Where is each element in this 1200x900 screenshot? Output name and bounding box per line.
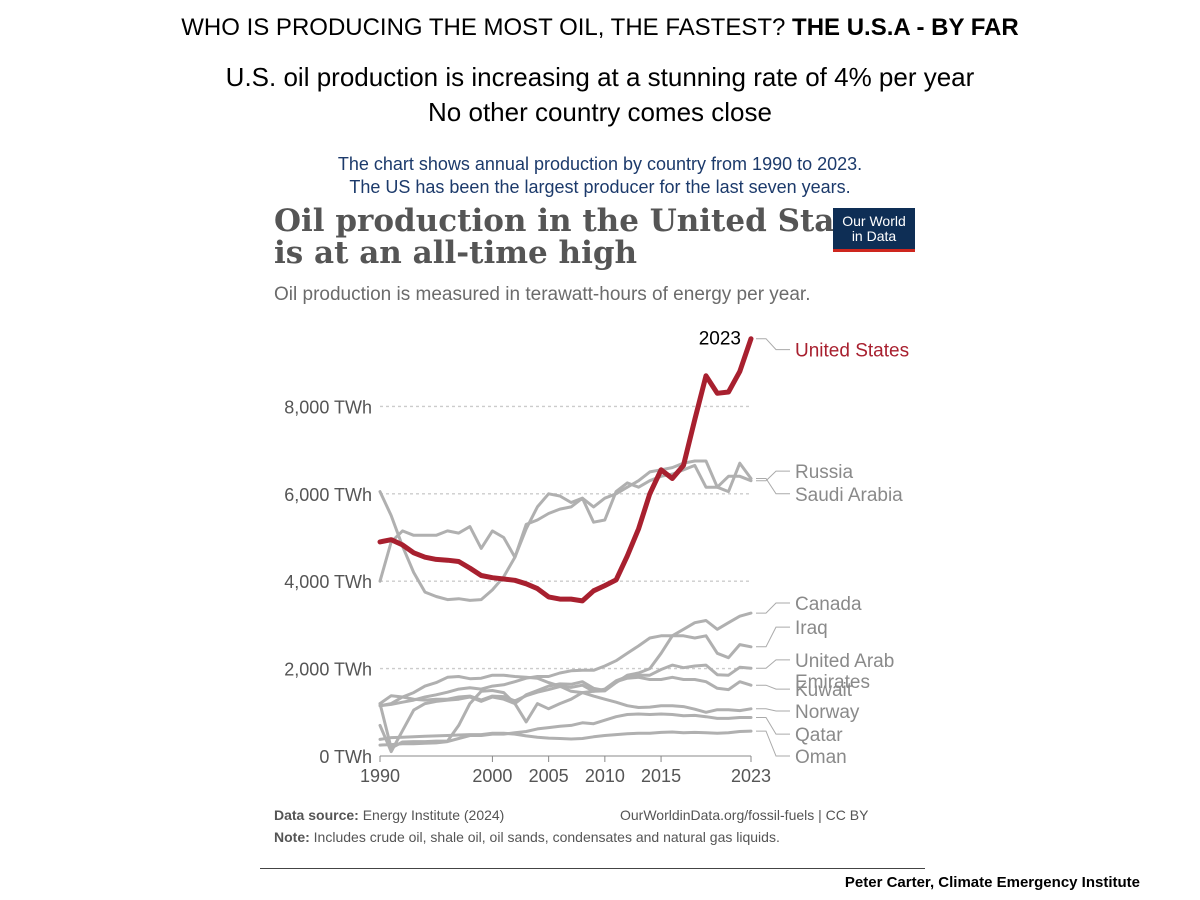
x-tick-label: 1990: [360, 766, 400, 786]
chart-title-line2: is at an all-time high: [274, 235, 638, 271]
series-line-oman: [378, 729, 753, 741]
logo-line2: in Data: [851, 228, 897, 244]
subtitle-line2: No other country comes close: [428, 97, 772, 127]
data-source: Data source: Energy Institute (2024): [274, 807, 504, 823]
series-line-russia: [378, 459, 753, 602]
series-label: Russia: [795, 462, 854, 483]
series-label: Oman: [795, 747, 847, 768]
source-url: OurWorldinData.org/fossil-fuels | CC BY: [620, 807, 869, 823]
y-tick-label: 0 TWh: [319, 747, 372, 767]
owid-logo: Our World in Data: [833, 208, 915, 252]
y-tick-label: 6,000 TWh: [284, 485, 372, 505]
series-label: Kuwait: [795, 680, 853, 701]
series-label: Emirates: [795, 672, 870, 693]
series-label: United Arab: [795, 651, 894, 672]
label-connector: [756, 338, 790, 351]
label-connector: [756, 684, 790, 690]
label-connector: [756, 659, 790, 669]
chart-subtitle: Oil production is measured in terawatt-h…: [274, 284, 811, 305]
x-tick-label: 2000: [472, 766, 512, 786]
headline-bold: THE U.S.A - BY FAR: [792, 14, 1019, 41]
series-line-united-states: [377, 336, 754, 604]
x-tick-label: 2010: [585, 766, 625, 786]
series-line-united-arab-emirates: [378, 663, 753, 706]
series-line-canada: [378, 611, 753, 708]
y-tick-label: 4,000 TWh: [284, 572, 372, 592]
x-tick-label: 2005: [529, 766, 569, 786]
y-tick-label: 2,000 TWh: [284, 660, 372, 680]
logo-line1: Our World: [842, 213, 906, 229]
series-label: Iraq: [795, 618, 828, 639]
label-connector: [756, 708, 790, 712]
note-label: Note:: [274, 829, 310, 845]
series-line-saudi-arabia: [378, 461, 753, 583]
series-line-norway: [378, 673, 753, 714]
chart-note: Note: Includes crude oil, shale oil, oil…: [274, 829, 780, 845]
chart-title-line1: Oil production in the United States: [274, 203, 886, 239]
credit: Peter Carter, Climate Emergency Institut…: [844, 874, 1140, 891]
series-line-qatar: [378, 712, 753, 747]
series-line-kuwait: [378, 675, 753, 754]
headline-normal: WHO IS PRODUCING THE MOST OIL, THE FASTE…: [181, 14, 793, 41]
series-label: Canada: [795, 594, 862, 615]
note-text: Includes crude oil, shale oil, oil sands…: [309, 829, 780, 845]
divider: [260, 868, 925, 869]
label-connector: [756, 470, 790, 482]
series-label: Qatar: [795, 725, 843, 746]
label-connector: [756, 717, 790, 735]
label-connector: [756, 602, 790, 614]
data-source-label: Data source:: [274, 807, 359, 823]
label-connector: [756, 626, 790, 648]
headline: WHO IS PRODUCING THE MOST OIL, THE FASTE…: [0, 14, 1200, 42]
subtitle-line1: U.S. oil production is increasing at a s…: [225, 62, 975, 92]
annotation-2023: 2023: [699, 329, 741, 350]
note-line2: The US has been the largest producer for…: [349, 177, 851, 197]
label-connector: [756, 730, 790, 757]
x-tick-label: 2015: [641, 766, 681, 786]
series-label: United States: [795, 341, 909, 362]
note-line1: The chart shows annual production by cou…: [337, 154, 863, 174]
series-label: Saudi Arabia: [795, 485, 903, 506]
data-source-text: Energy Institute (2024): [358, 807, 505, 823]
series-label: Norway: [795, 702, 860, 723]
x-tick-label: 2023: [731, 766, 771, 786]
y-tick-label: 8,000 TWh: [284, 397, 372, 417]
label-connector: [756, 478, 790, 495]
